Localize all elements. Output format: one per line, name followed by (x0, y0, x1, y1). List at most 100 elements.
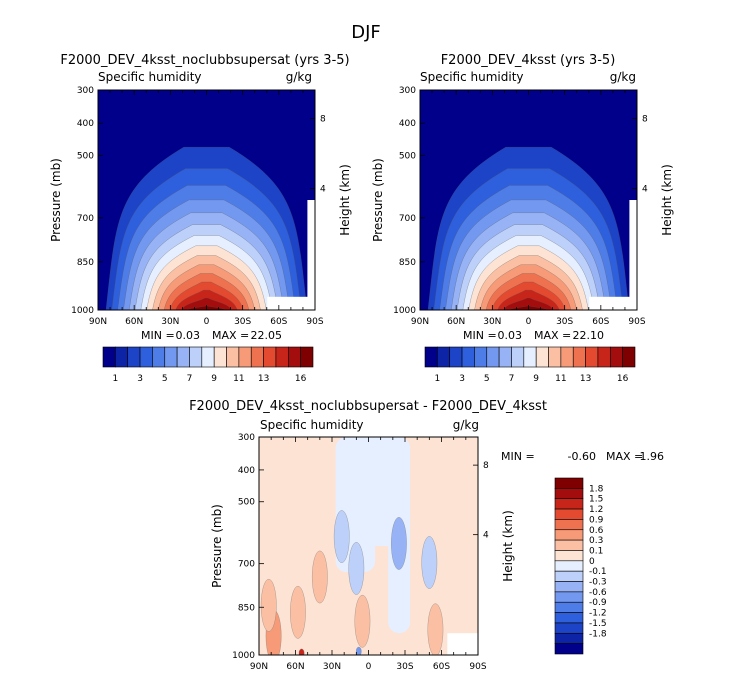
contour-band (421, 536, 438, 589)
max-label: MAX = (606, 450, 643, 463)
min-value: 0.03 (498, 329, 523, 342)
contour-band (355, 646, 362, 655)
y-tick-label: 700 (238, 560, 255, 570)
min-label: MIN = (501, 450, 535, 463)
colorbar: 1 3 5 7 9 11 13 16 (102, 346, 314, 384)
colorbar-label: 0.6 (589, 526, 604, 536)
colorbar-cell (554, 477, 584, 489)
colorbar-label: 16 (617, 374, 629, 384)
colorbar-cell (226, 346, 240, 368)
colorbar-cell (554, 550, 584, 562)
colorbar-label: 1.8 (589, 484, 604, 494)
colorbar-label: -0.9 (589, 598, 607, 608)
colorbar-cell (597, 346, 611, 368)
y-tick-label: 1000 (393, 306, 416, 316)
x-tick-label: 60S (433, 662, 450, 672)
colorbar-cell (554, 570, 584, 582)
colorbar-cell (554, 632, 584, 644)
colorbar-label: 7 (509, 374, 515, 384)
colorbar-cell (554, 591, 584, 603)
y-axis-label: Pressure (mb) (371, 158, 385, 242)
colorbar-cell (554, 601, 584, 613)
x-tick-label: 0 (526, 317, 532, 327)
units-label: g/kg (453, 418, 479, 432)
min-value: 0.03 (176, 329, 201, 342)
colorbar-cell (213, 346, 227, 368)
max-value: 22.10 (573, 329, 605, 342)
colorbar-label: 0.9 (589, 515, 604, 525)
colorbar-cell (189, 346, 203, 368)
panel-title: F2000_DEV_4ksst_noclubbsupersat (yrs 3-5… (60, 53, 349, 68)
colorbar-label: 5 (484, 374, 490, 384)
units-label: g/kg (286, 70, 312, 84)
colorbar-label: 16 (295, 374, 307, 384)
colorbar-cell (461, 346, 475, 368)
y-tick-label: 300 (238, 433, 255, 443)
colorbar-cell (554, 508, 584, 520)
terrain-mask (307, 200, 315, 310)
y-tick-label: 850 (399, 258, 416, 268)
colorbar-cell (554, 643, 584, 655)
contour-plot: 90N 60N 30N 0 30S 60S 90S 300 400 500 700 850 1000 8 4 (393, 86, 648, 327)
x-tick-label: 30N (323, 662, 341, 672)
x-tick-label: 30N (161, 317, 179, 327)
contour-band (298, 648, 305, 655)
colorbar-cell (554, 622, 584, 634)
min-label: MIN = (463, 329, 497, 342)
x-tick-label: 90S (306, 317, 323, 327)
x-tick-label: 60N (447, 317, 465, 327)
y-tick-label: 1000 (71, 306, 94, 316)
colorbar-label: 1.5 (589, 495, 603, 505)
colorbar-label: -1.8 (589, 629, 607, 639)
y-tick-label: 500 (399, 151, 416, 161)
variable-label: Specific humidity (98, 70, 202, 84)
colorbar-label: 9 (533, 374, 539, 384)
max-value: 22.05 (251, 329, 283, 342)
x-tick-label: 90N (250, 662, 268, 672)
contour-band (312, 550, 328, 604)
colorbar-label: -0.6 (589, 588, 607, 598)
colorbar-label: -0.3 (589, 578, 607, 588)
panel-experiment: F2000_DEV_4ksst (yrs 3-5) Specific humid… (371, 53, 674, 384)
contour-band (181, 297, 232, 310)
x-tick-label: 90N (411, 317, 429, 327)
colorbar-cell (498, 346, 512, 368)
y2-tick-label: 4 (320, 185, 326, 195)
contour-band (503, 297, 554, 310)
terrain-mask (447, 633, 478, 655)
colorbar-cell (554, 488, 584, 500)
colorbar-label: 3 (459, 374, 465, 384)
colorbar-cell (275, 346, 289, 368)
colorbar-label: 0 (589, 557, 595, 567)
x-tick-label: 30S (234, 317, 251, 327)
contour-plot: 90N 60N 30N 0 30S 60S 90S 300 400 500 700 850 1000 8 4 (232, 433, 489, 672)
colorbar-label: 13 (258, 374, 269, 384)
x-tick-label: 30N (483, 317, 501, 327)
colorbar-cell (176, 346, 190, 368)
contour-fill (259, 437, 478, 655)
colorbar-cell (152, 346, 166, 368)
colorbar-cell (424, 346, 438, 368)
colorbar-label: 5 (162, 374, 168, 384)
colorbar-cell (554, 581, 584, 593)
y-tick-label: 500 (238, 498, 255, 508)
colorbar-label: 1.2 (589, 505, 603, 515)
y2-axis-label: Height (km) (660, 164, 674, 235)
colorbar-cell (554, 539, 584, 551)
colorbar-cell (115, 346, 129, 368)
x-tick-label: 0 (204, 317, 210, 327)
variable-label: Specific humidity (260, 418, 364, 432)
colorbar-cell (554, 498, 584, 510)
colorbar-cell (263, 346, 277, 368)
contour-band (260, 578, 277, 632)
y-tick-label: 700 (399, 214, 416, 224)
colorbar-cell (548, 346, 562, 368)
colorbar-cell (201, 346, 215, 368)
min-label: MIN = (141, 329, 175, 342)
contour-fill (98, 90, 315, 310)
variable-label: Specific humidity (420, 70, 524, 84)
y-axis-label: Pressure (mb) (49, 158, 63, 242)
panel-control: F2000_DEV_4ksst_noclubbsupersat (yrs 3-5… (49, 53, 352, 384)
y-tick-label: 1000 (232, 651, 255, 661)
y-tick-label: 300 (399, 86, 416, 96)
